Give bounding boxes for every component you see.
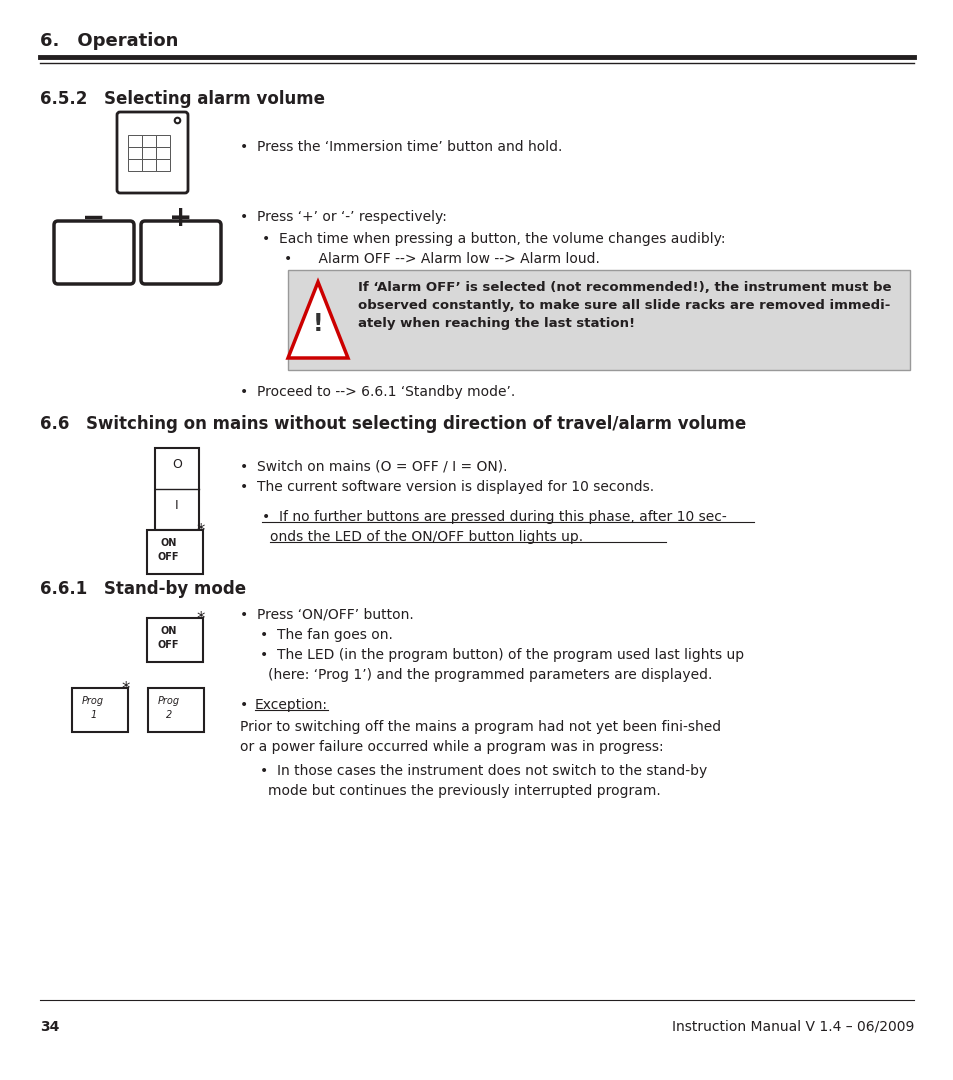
Text: *: *: [196, 610, 205, 627]
Text: •  Press the ‘Immersion time’ button and hold.: • Press the ‘Immersion time’ button and …: [240, 140, 561, 154]
Text: −: −: [82, 204, 106, 232]
Text: !: !: [313, 312, 323, 336]
FancyBboxPatch shape: [117, 112, 188, 193]
Text: *: *: [196, 522, 205, 540]
Text: •  If no further buttons are pressed during this phase, after 10 sec-: • If no further buttons are pressed duri…: [262, 510, 726, 524]
Bar: [128, 159, 142, 171]
FancyBboxPatch shape: [54, 221, 133, 284]
Text: ately when reaching the last station!: ately when reaching the last station!: [357, 318, 635, 330]
Bar: [156, 135, 170, 147]
Text: OFF: OFF: [157, 640, 179, 650]
Text: Instruction Manual V 1.4 – 06/2009: Instruction Manual V 1.4 – 06/2009: [671, 1020, 913, 1034]
Bar: [128, 147, 142, 159]
Text: Prog: Prog: [158, 696, 180, 706]
Text: •  Press ‘ON/OFF’ button.: • Press ‘ON/OFF’ button.: [240, 608, 414, 622]
Bar: [148, 688, 204, 732]
Text: observed constantly, to make sure all slide racks are removed immedi-: observed constantly, to make sure all sl…: [357, 299, 889, 312]
Text: •  The fan goes on.: • The fan goes on.: [260, 627, 393, 642]
Text: OFF: OFF: [157, 552, 179, 562]
Bar: [142, 147, 156, 159]
Text: •  The current software version is displayed for 10 seconds.: • The current software version is displa…: [240, 480, 654, 494]
Text: 6. Operation: 6. Operation: [40, 32, 178, 50]
Text: •      Alarm OFF --> Alarm low --> Alarm loud.: • Alarm OFF --> Alarm low --> Alarm loud…: [284, 252, 599, 266]
Bar: [147, 618, 203, 662]
Text: 2: 2: [166, 710, 172, 720]
Text: 34: 34: [40, 1020, 59, 1034]
Bar: [156, 159, 170, 171]
Text: 6.5.2 Selecting alarm volume: 6.5.2 Selecting alarm volume: [40, 90, 325, 108]
Text: 6.6.1 Stand-by mode: 6.6.1 Stand-by mode: [40, 580, 246, 598]
Text: If ‘Alarm OFF’ is selected (not recommended!), the instrument must be: If ‘Alarm OFF’ is selected (not recommen…: [357, 281, 890, 294]
Text: onds the LED of the ON/OFF button lights up.: onds the LED of the ON/OFF button lights…: [270, 530, 582, 544]
Text: Prior to switching off the mains a program had not yet been fini-shed: Prior to switching off the mains a progr…: [240, 720, 720, 734]
Text: •  The LED (in the program button) of the program used last lights up: • The LED (in the program button) of the…: [260, 648, 743, 662]
Text: Exception:: Exception:: [254, 698, 328, 712]
Text: •  In those cases the instrument does not switch to the stand-by: • In those cases the instrument does not…: [260, 764, 706, 778]
Text: O: O: [172, 458, 182, 471]
Text: •  Each time when pressing a button, the volume changes audibly:: • Each time when pressing a button, the …: [262, 232, 724, 246]
Text: 6.6 Switching on mains without selecting direction of travel/alarm volume: 6.6 Switching on mains without selecting…: [40, 415, 745, 433]
Text: or a power failure occurred while a program was in progress:: or a power failure occurred while a prog…: [240, 740, 663, 754]
Text: •  Press ‘+’ or ‘-’ respectively:: • Press ‘+’ or ‘-’ respectively:: [240, 210, 446, 224]
Text: *: *: [122, 680, 130, 698]
Polygon shape: [288, 282, 348, 357]
Text: ON: ON: [160, 538, 176, 548]
Bar: [71, 688, 128, 732]
Text: Prog: Prog: [82, 696, 104, 706]
Text: ON: ON: [160, 626, 176, 636]
Bar: [128, 135, 142, 147]
Text: •: •: [240, 698, 256, 712]
Text: mode but continues the previously interrupted program.: mode but continues the previously interr…: [268, 784, 660, 798]
Text: •  Proceed to --> 6.6.1 ‘Standby mode’.: • Proceed to --> 6.6.1 ‘Standby mode’.: [240, 384, 515, 399]
Text: 1: 1: [91, 710, 96, 720]
Bar: [156, 147, 170, 159]
Bar: [147, 530, 203, 573]
FancyBboxPatch shape: [288, 270, 909, 370]
Bar: [142, 159, 156, 171]
Text: I: I: [175, 499, 178, 512]
Bar: [154, 448, 199, 530]
Bar: [142, 135, 156, 147]
Text: (here: ‘Prog 1’) and the programmed parameters are displayed.: (here: ‘Prog 1’) and the programmed para…: [268, 669, 712, 681]
Text: +: +: [169, 204, 193, 232]
Text: •  Switch on mains (O = OFF / I = ON).: • Switch on mains (O = OFF / I = ON).: [240, 460, 507, 474]
FancyBboxPatch shape: [141, 221, 221, 284]
